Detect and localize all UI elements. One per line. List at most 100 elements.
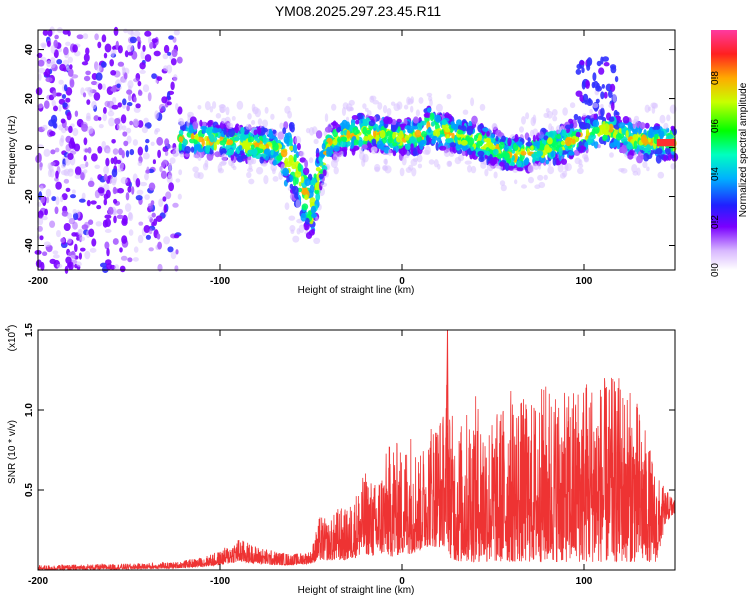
spectrogram-cell: [292, 235, 300, 243]
spectrogram-cell: [324, 113, 329, 122]
spectrogram-cell: [106, 247, 110, 257]
spectrogram-cell: [135, 178, 141, 188]
spectrogram-cell: [91, 153, 98, 162]
spectrogram-cell: [120, 176, 128, 185]
spectrogram-cell: [173, 234, 180, 239]
spectrogram-cell: [618, 122, 625, 129]
spectrogram-cell: [621, 144, 628, 154]
spectrogram-cell: [276, 155, 283, 161]
spectrogram-cell: [375, 134, 380, 140]
spectrogram-cell: [552, 115, 558, 122]
spectrogram-cell: [296, 143, 301, 151]
spectrogram-cell: [313, 237, 321, 244]
spectrogram-cell: [493, 171, 498, 179]
spectrogram-cell: [311, 212, 318, 219]
spectrogram-cell: [89, 247, 97, 253]
spectrogram-cell: [56, 263, 63, 269]
spectrogram-cell: [426, 135, 430, 142]
spectrogram-cell: [188, 124, 194, 134]
spectrogram-cell: [65, 187, 71, 192]
spectrogram-cell: [636, 155, 643, 164]
spectrogram-cell: [290, 124, 295, 133]
spectrogram-cell: [586, 57, 593, 67]
spectrogram-cell: [58, 104, 62, 112]
spectrogram-cell: [590, 134, 596, 140]
spectrogram-cell: [157, 149, 162, 159]
spectrogram-cell: [87, 126, 94, 134]
spectrogram-cell: [527, 137, 531, 143]
spectrogram-cell: [103, 165, 109, 175]
spectrogram-cell: [433, 129, 441, 138]
spectrogram-cell: [151, 212, 156, 218]
spectrogram-cell: [426, 92, 433, 97]
spectrogram-cell: [91, 80, 98, 86]
spectrogram-cell: [304, 159, 308, 169]
spectrogram-cell: [315, 192, 321, 202]
spectrogram-cell: [178, 142, 183, 151]
spectrogram-cell: [60, 169, 68, 176]
spectrogram-cell: [159, 166, 163, 173]
spectrogram-cell: [194, 152, 200, 159]
spectrogram-cell: [51, 99, 56, 107]
spectrogram-cell: [511, 155, 515, 162]
spectrogram-cell: [78, 229, 82, 235]
spectrogram-cell: [346, 130, 351, 139]
spectrogram-cell: [435, 141, 440, 151]
spectrogram-cell: [144, 54, 152, 62]
x-tick-label: 100: [576, 576, 593, 587]
snr-line: [37, 377, 676, 572]
spectrogram-cell: [575, 131, 581, 138]
spectrogram-cell: [593, 80, 599, 89]
spectrogram-cell: [100, 61, 107, 68]
spectrogram-cell: [368, 120, 376, 127]
spectrogram-cell: [65, 97, 71, 103]
spectrogram-cell: [76, 261, 82, 267]
spectrogram-cell: [93, 115, 100, 122]
spectrogram-cell: [578, 121, 585, 129]
spectrogram-cell: [424, 145, 431, 155]
spectrogram-cell: [297, 162, 302, 172]
spectrogram-cell: [304, 194, 309, 201]
spectrogram-cell: [405, 167, 412, 173]
spectrogram-cell: [39, 235, 44, 241]
spectrogram-cell: [47, 162, 52, 170]
spectrogram-cell: [626, 155, 634, 160]
spectrogram-cell: [51, 196, 57, 202]
spectrogram-cell: [74, 174, 81, 179]
spectrogram-cell: [600, 107, 605, 117]
spectrogram-cell: [283, 135, 290, 144]
spectrogram-cell: [578, 163, 584, 169]
spectrogram-cell: [457, 129, 464, 135]
spectrogram-cell: [133, 78, 140, 83]
spectrogram-cell: [161, 96, 168, 104]
spectrogram-cell: [536, 152, 542, 158]
spectrogram-cell: [236, 100, 244, 110]
spectrogram-cell: [345, 116, 350, 122]
spectrogram-cell: [221, 153, 228, 162]
spectrogram-cell: [122, 131, 128, 137]
spectrogram-cell: [558, 146, 563, 156]
spectrogram-cell: [184, 146, 192, 154]
spectrogram-cell: [565, 163, 572, 172]
spectrogram-cell: [39, 162, 43, 168]
spectrogram-cell: [112, 45, 116, 51]
spectrogram-cell: [537, 131, 545, 139]
colorbar-tick-label: 0.2: [710, 215, 721, 229]
spectrogram-cell: [52, 90, 57, 98]
spectrogram-cell: [72, 221, 78, 230]
spectrogram-cell: [530, 116, 536, 127]
spectrogram-cell: [499, 180, 506, 186]
spectrogram-cell: [245, 123, 251, 130]
spectrogram-cell: [603, 61, 610, 67]
spectrogram-cell: [416, 154, 423, 163]
spectrogram-cell: [142, 84, 150, 93]
spectrogram-cell: [67, 237, 72, 244]
spectrogram-cell: [61, 210, 69, 217]
spectrogram-cell: [467, 165, 472, 173]
spectrogram-cell: [530, 145, 534, 151]
spectrogram-cell: [470, 146, 475, 151]
snr-scale-label-close: ): [7, 325, 18, 328]
spectrogram-cell: [447, 161, 452, 167]
spectrogram-cell: [133, 118, 140, 127]
spectrogram-cell: [167, 246, 174, 253]
